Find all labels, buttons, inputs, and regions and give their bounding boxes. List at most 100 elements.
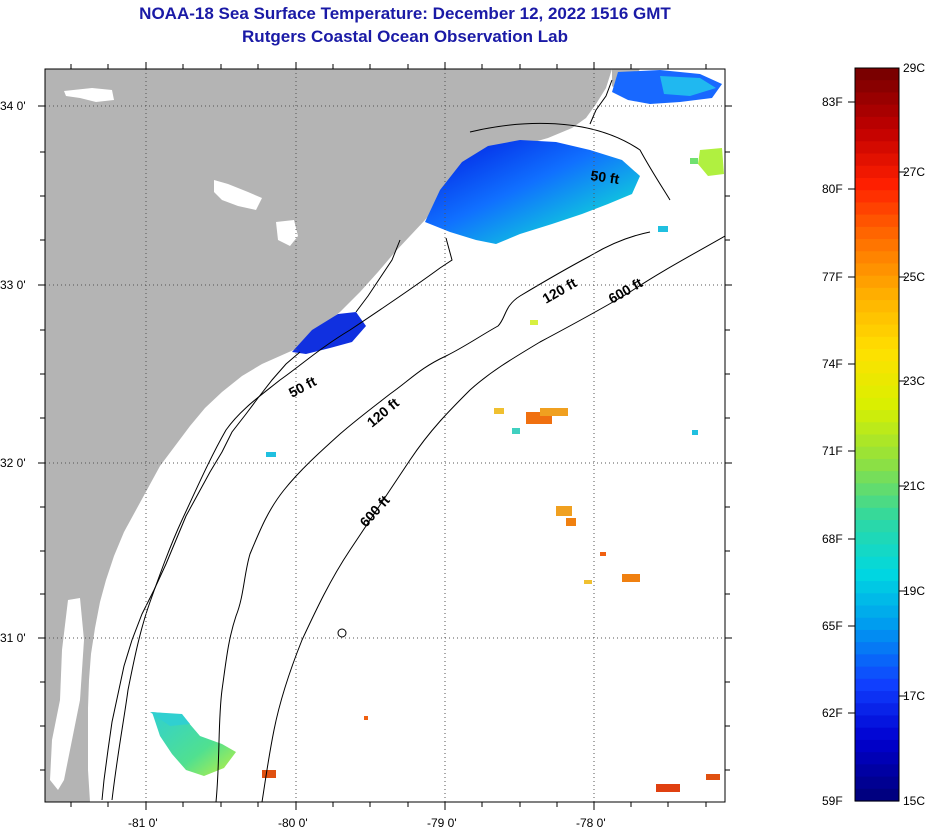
colorbar-band xyxy=(855,214,899,228)
colorbar-frame xyxy=(854,67,900,802)
axis-ticks xyxy=(38,62,732,810)
sst-pixel xyxy=(584,580,592,584)
colorbar-band xyxy=(855,141,899,155)
colorbar-c-27: 27C xyxy=(903,165,926,179)
seamount-contour xyxy=(337,628,347,638)
colorbar-band xyxy=(855,373,899,387)
colorbar-band xyxy=(855,361,899,375)
colorbar-band xyxy=(855,788,899,802)
sst-patch-east xyxy=(698,148,724,176)
colorbar-band xyxy=(855,385,899,399)
colorbar-band xyxy=(855,410,899,423)
colorbar-c-21: 21C xyxy=(903,479,926,493)
colorbar-c-19: 19C xyxy=(903,584,926,598)
gridlines xyxy=(45,69,725,802)
colorbar xyxy=(855,68,899,802)
sst-pixel xyxy=(656,784,680,792)
sst-patch-nearshore xyxy=(425,140,640,244)
sst-pixel xyxy=(540,408,568,416)
lat-label-33: 33 0' xyxy=(0,278,26,292)
colorbar-f-80: 80F xyxy=(822,182,843,196)
colorbar-band xyxy=(855,654,899,668)
colorbar-c-25: 25C xyxy=(903,270,926,284)
sst-pixel xyxy=(692,430,698,435)
colorbar-f-65: 65F xyxy=(822,619,843,633)
colorbar-f-83: 83F xyxy=(822,95,843,109)
sst-pixel xyxy=(266,452,276,457)
colorbar-band xyxy=(855,776,899,790)
sst-pixel xyxy=(658,226,668,232)
cloud-patch xyxy=(276,220,298,246)
cloud-patch xyxy=(214,180,262,210)
lon-label-80: -80 0' xyxy=(278,816,308,830)
colorbar-band xyxy=(855,251,899,265)
colorbar-band xyxy=(855,715,899,729)
cloud-patch xyxy=(64,88,114,102)
colorbar-f-59: 59F xyxy=(822,794,843,808)
colorbar-band xyxy=(855,300,899,313)
colorbar-band xyxy=(855,507,899,521)
sst-patch-south-2 xyxy=(150,712,190,726)
colorbar-band xyxy=(855,324,899,338)
colorbar-c-23: 23C xyxy=(903,374,926,388)
sst-pixel xyxy=(706,774,720,780)
colorbar-band xyxy=(855,202,899,216)
colorbar-band xyxy=(855,739,899,753)
colorbar-band xyxy=(855,116,899,130)
lon-label-78: -78 0' xyxy=(576,816,606,830)
colorbar-band xyxy=(855,752,899,765)
colorbar-band xyxy=(855,458,899,472)
lon-label-79: -79 0' xyxy=(427,816,457,830)
sst-pixel xyxy=(530,320,538,325)
sst-pixel xyxy=(262,770,276,778)
sst-pixel xyxy=(600,552,606,556)
colorbar-band xyxy=(855,568,899,582)
colorbar-c-17: 17C xyxy=(903,689,926,703)
colorbar-band xyxy=(855,104,899,118)
colorbar-band xyxy=(855,165,899,179)
colorbar-band xyxy=(855,80,899,94)
colorbar-band xyxy=(855,275,899,289)
colorbar-band xyxy=(855,581,899,594)
colorbar-band xyxy=(855,422,899,436)
colorbar-band xyxy=(855,226,899,240)
colorbar-ticks xyxy=(848,101,906,714)
coastline xyxy=(101,79,613,801)
cloud-patch xyxy=(50,598,84,790)
sst-pixel xyxy=(622,574,640,582)
sst-pixel xyxy=(566,518,576,526)
colorbar-band xyxy=(855,764,899,778)
colorbar-c-29: 29C xyxy=(903,61,926,75)
sst-pixel xyxy=(556,506,572,516)
sst-pixel xyxy=(494,408,504,414)
colorbar-band xyxy=(855,397,899,411)
colorbar-band xyxy=(855,471,899,484)
colorbar-band xyxy=(855,153,899,167)
lat-label-31: 31 0' xyxy=(0,631,26,645)
colorbar-f-68: 68F xyxy=(822,532,843,546)
colorbar-f-71: 71F xyxy=(822,444,843,458)
colorbar-band xyxy=(855,642,899,655)
colorbar-band xyxy=(855,532,899,546)
contour-600ft xyxy=(261,235,725,802)
sst-patch-coastal xyxy=(292,312,366,354)
colorbar-band xyxy=(855,703,899,717)
colorbar-band xyxy=(855,446,899,460)
sst-patch-south xyxy=(152,712,236,776)
colorbar-c-15: 15C xyxy=(903,794,926,808)
contour-50ft xyxy=(111,122,671,801)
colorbar-band xyxy=(855,312,899,326)
colorbar-band xyxy=(855,483,899,497)
sst-patch-north-light xyxy=(660,76,716,96)
sst-pixel xyxy=(512,428,520,434)
colorbar-band xyxy=(855,678,899,692)
colorbar-band xyxy=(855,129,899,142)
colorbar-band xyxy=(855,605,899,619)
colorbar-band xyxy=(855,666,899,680)
colorbar-f-74: 74F xyxy=(822,357,843,371)
sst-pixel xyxy=(690,158,698,164)
lon-label-81: -81 0' xyxy=(128,816,158,830)
lat-label-34: 34 0' xyxy=(0,99,26,113)
colorbar-band xyxy=(855,520,899,533)
